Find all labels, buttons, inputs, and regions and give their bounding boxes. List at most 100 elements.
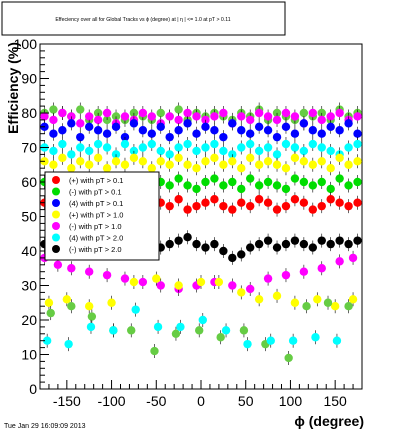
data-point: [147, 164, 157, 173]
data-point: [183, 160, 192, 169]
y-tick-label: 10: [21, 347, 37, 363]
data-point: [281, 164, 291, 173]
data-point: [210, 239, 219, 249]
data-point: [64, 339, 73, 349]
data-point: [138, 143, 148, 152]
data-point: [174, 153, 183, 163]
data-point: [153, 322, 163, 332]
data-point: [272, 132, 282, 142]
x-tick-label: 0: [197, 393, 205, 409]
data-point: [237, 288, 246, 297]
data-point: [344, 201, 353, 211]
data-point: [201, 157, 210, 166]
y-axis: 0 10 20 30 40 50 60 70 80 90 100: [14, 36, 49, 397]
data-point: [281, 270, 291, 280]
data-point: [323, 298, 333, 307]
legend-label: (+) with pT > 0.1: [69, 176, 123, 185]
y-tick-label: 40: [21, 243, 37, 259]
data-point: [317, 264, 326, 273]
data-point: [344, 119, 353, 128]
data-point: [254, 295, 264, 304]
data-point: [165, 239, 174, 249]
data-point: [353, 236, 362, 245]
data-point: [219, 132, 228, 142]
data-point: [228, 177, 237, 187]
data-point: [311, 333, 320, 342]
data-point: [243, 339, 252, 349]
data-point: [281, 184, 291, 194]
data-point: [353, 139, 362, 149]
data-point: [219, 160, 228, 169]
data-point: [263, 274, 273, 283]
data-point: [335, 198, 344, 207]
data-point: [317, 115, 326, 125]
data-point: [326, 184, 335, 194]
data-point: [192, 239, 201, 249]
data-point: [353, 177, 362, 187]
data-point: [165, 150, 174, 159]
data-point: [290, 298, 300, 307]
data-point: [67, 150, 76, 159]
data-point: [254, 146, 264, 156]
data-point: [317, 236, 326, 245]
x-tick-label: -100: [98, 393, 126, 409]
data-point: [308, 205, 318, 214]
data-point: [42, 336, 52, 345]
data-point: [156, 146, 165, 156]
data-point: [67, 302, 76, 311]
y-tick-label: 90: [21, 71, 37, 87]
data-point: [165, 160, 174, 169]
y-tick-label: 100: [14, 36, 38, 52]
data-point: [317, 177, 326, 187]
data-point: [192, 184, 201, 194]
data-point: [228, 281, 237, 290]
data-point: [58, 108, 67, 118]
data-point: [174, 281, 183, 290]
data-point: [102, 143, 112, 152]
data-point: [44, 298, 54, 307]
data-point: [219, 108, 228, 118]
x-tick-label: 50: [238, 393, 254, 409]
data-point: [127, 326, 136, 335]
y-tick-label: 80: [21, 105, 37, 121]
data-point: [62, 295, 72, 304]
data-point: [245, 243, 255, 252]
data-point: [263, 236, 273, 245]
data-point: [109, 326, 118, 335]
data-point: [326, 195, 335, 204]
title-box: [1, 1, 286, 36]
data-point: [344, 181, 353, 190]
data-point: [344, 239, 353, 249]
data-point: [281, 239, 291, 249]
data-point: [272, 291, 282, 301]
data-point: [192, 201, 201, 211]
data-point: [120, 139, 130, 149]
data-point: [326, 146, 335, 156]
data-point: [284, 353, 293, 363]
data-point: [84, 302, 94, 311]
data-point: [308, 243, 318, 252]
data-point: [254, 108, 264, 118]
data-point: [183, 119, 192, 128]
data-point: [102, 270, 112, 280]
x-tick-label: 100: [279, 393, 303, 409]
data-point: [192, 129, 201, 138]
data-point: [299, 198, 309, 207]
data-point: [245, 201, 255, 211]
data-point: [353, 198, 362, 207]
data-point: [183, 181, 192, 190]
x-tick-label: 150: [323, 393, 347, 409]
data-point: [174, 236, 183, 245]
data-point: [147, 129, 157, 138]
legend-label: (4) with pT > 0.1: [69, 199, 123, 208]
data-point: [254, 160, 264, 169]
legend-item: (+) with pT > 0.1: [52, 176, 123, 185]
data-point: [326, 164, 335, 173]
data-point: [302, 302, 311, 311]
series-11: [42, 302, 342, 352]
data-point: [228, 253, 237, 263]
data-point: [281, 108, 291, 118]
data-point: [192, 164, 201, 173]
data-point: [87, 312, 97, 321]
legend-label: (-) with pT > 2.0: [69, 245, 122, 254]
